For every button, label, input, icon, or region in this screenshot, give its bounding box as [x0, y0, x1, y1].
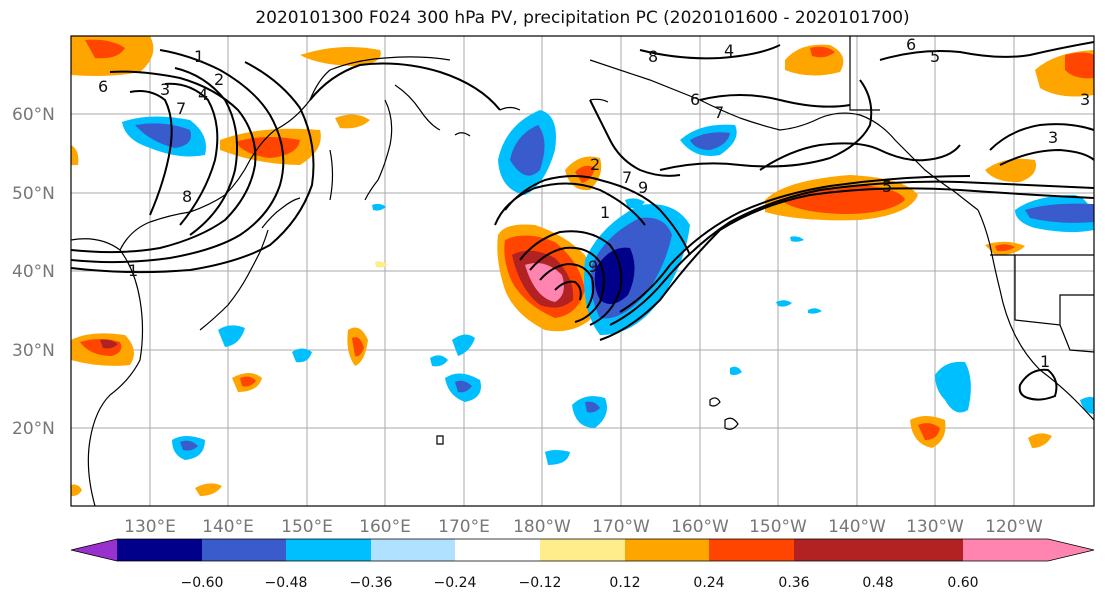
contour-label: 1: [194, 47, 204, 66]
colorbar-tick-label: −0.48: [265, 575, 308, 591]
colorbar-tick-label: 0.12: [609, 575, 640, 591]
colorbar-tick-label: −0.24: [434, 575, 477, 591]
colorbar-ticks: −0.60 −0.48 −0.36 −0.24 −0.12 0.12 0.24 …: [181, 575, 979, 591]
colorbar-extend-max: [963, 539, 1094, 561]
lat-label: 30°N: [12, 341, 55, 361]
contour-label: 8: [648, 47, 658, 66]
contour-label: 1: [600, 203, 610, 222]
contour-label: 1: [128, 261, 138, 280]
contour-label: 5: [882, 177, 892, 196]
colorbar-segment: [117, 539, 202, 561]
contour-label: 2: [590, 155, 600, 174]
contour-label: 2: [214, 70, 224, 89]
contour-labels: 1 2 3 4 6 7 8 1 2 7 9 1 9 8 4 6 7 5 6 5 …: [98, 35, 1090, 371]
contour-label: 6: [906, 35, 916, 54]
contour-label: 7: [714, 103, 724, 122]
lat-label: 50°N: [12, 184, 55, 204]
colorbar-segment: [709, 539, 794, 561]
colorbar-segment: [202, 539, 286, 561]
lon-label: 170°W: [592, 517, 650, 537]
contour-label: 9: [638, 178, 648, 197]
colorbar-extend-min: [71, 539, 117, 561]
colorbar-tick-label: −0.12: [519, 575, 562, 591]
contour-label: 5: [930, 47, 940, 66]
lat-label: 40°N: [12, 262, 55, 282]
colorbar-segment: [625, 539, 709, 561]
coastlines: [71, 36, 1094, 506]
lon-label: 130°E: [124, 517, 176, 537]
map-frame: [70, 35, 1095, 507]
longitude-labels: 130°E 140°E 150°E 160°E 170°E 180°W 170°…: [124, 517, 1043, 537]
colorbar: [70, 538, 1095, 562]
contour-label: 7: [622, 168, 632, 187]
contour-label: 3: [160, 80, 170, 99]
colorbar-tick-label: 0.24: [693, 575, 724, 591]
colorbar-segment: [371, 539, 455, 561]
colorbar-tick-label: 0.48: [862, 575, 893, 591]
lon-label: 170°E: [438, 517, 490, 537]
colorbar-segment: [286, 539, 371, 561]
contour-label: 1: [1040, 352, 1050, 371]
contour-label: 8: [182, 187, 192, 206]
lat-label: 60°N: [12, 105, 55, 125]
colorbar-segment: [794, 539, 878, 561]
precipitation-shading: [71, 36, 1094, 497]
map-title: 2020101300 F024 300 hPa PV, precipitatio…: [255, 8, 910, 28]
lon-label: 130°W: [906, 517, 964, 537]
lon-label: 150°E: [281, 517, 333, 537]
contour-label: 6: [690, 90, 700, 109]
contour-label: 9: [588, 257, 598, 276]
lon-label: 160°W: [671, 517, 729, 537]
contour-label: 3: [1080, 90, 1090, 109]
pv-contours: [71, 41, 1094, 401]
contour-label: 7: [176, 99, 186, 118]
lon-label: 140°W: [828, 517, 886, 537]
colorbar-tick-label: 0.36: [778, 575, 809, 591]
lon-label: 140°E: [202, 517, 254, 537]
contour-label: 4: [198, 85, 208, 104]
latitude-labels: 60°N 50°N 40°N 30°N 20°N: [12, 105, 55, 439]
colorbar-segment: [878, 539, 963, 561]
colorbar-segment: [455, 539, 540, 561]
lon-label: 160°E: [359, 517, 411, 537]
lat-label: 20°N: [12, 419, 55, 439]
lon-label: 150°W: [749, 517, 807, 537]
contour-label: 3: [1048, 128, 1058, 147]
colorbar-segment: [540, 539, 625, 561]
colorbar-tick-label: −0.60: [181, 575, 224, 591]
lon-label: 180°W: [513, 517, 571, 537]
contour-label: 6: [98, 77, 108, 96]
colorbar-tick-label: −0.36: [350, 575, 393, 591]
colorbar-tick-label: 0.60: [947, 575, 978, 591]
lon-label: 120°W: [985, 517, 1043, 537]
contour-label: 4: [724, 41, 734, 60]
